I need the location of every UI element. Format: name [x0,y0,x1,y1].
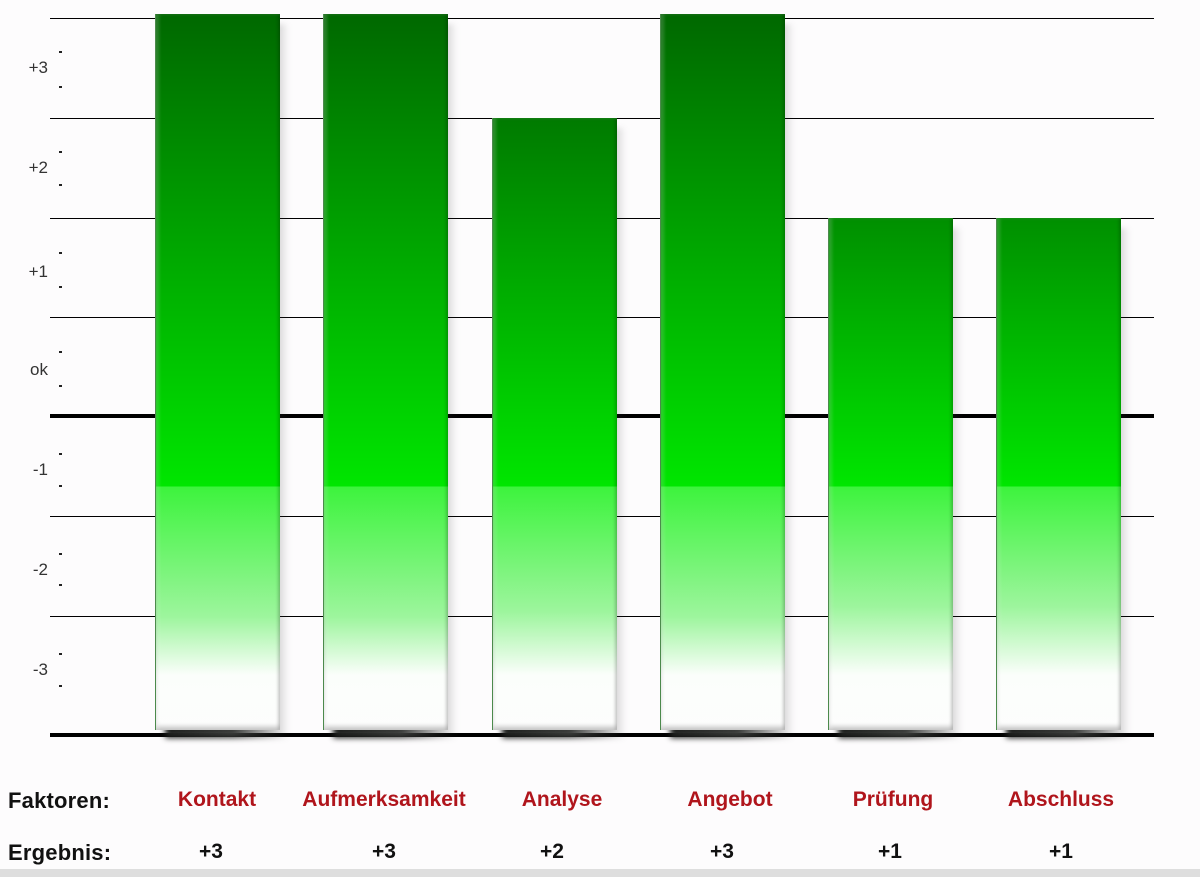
result-value: +2 [540,840,564,863]
minor-tick [59,286,62,288]
factors-label: Faktoren: [8,788,111,813]
result-value: +1 [878,840,902,863]
bar-angebot [660,14,794,738]
bar-fill [660,14,785,730]
y-tick-label: +1 [28,262,48,281]
bottom-strip [0,869,1200,877]
result-value: +3 [372,840,396,863]
y-tick-label: -1 [32,460,48,479]
y-tick-label: -2 [32,560,48,579]
results-row: Ergebnis: +3 +3 +2 +3 +1 +1 [0,840,1200,870]
factor-label: Analyse [521,788,603,811]
minor-tick [59,453,62,455]
bar-fill [492,118,617,730]
bar-prüfung [828,218,962,738]
y-tick-label: ok [30,360,48,379]
minor-tick [59,385,62,387]
bar-fill [828,218,953,730]
y-tick-label: +3 [28,58,48,77]
factor-label: Kontakt [177,788,257,811]
minor-tick [59,553,62,555]
results-label: Ergebnis: [8,840,112,865]
minor-tick [59,485,62,487]
bar-fill [155,14,280,730]
y-tick-label: +2 [28,158,48,177]
result-value: +1 [1049,840,1073,863]
minor-tick [59,584,62,586]
result-value: +3 [199,840,223,863]
minor-tick [59,184,62,186]
bar-aufmerksamkeit [323,14,457,738]
bar-kontakt [155,14,289,738]
bar-fill [996,218,1121,730]
factor-label: Prüfung [852,788,934,811]
result-value: +3 [710,840,734,863]
bar-abschluss [996,218,1130,738]
minor-tick [59,351,62,353]
minor-tick [59,685,62,687]
bar-fill [323,14,448,730]
minor-tick [59,51,62,53]
y-tick-label: -3 [32,660,48,679]
minor-tick [59,151,62,153]
bar-analyse [492,118,626,738]
factor-label: Abschluss [1007,788,1115,811]
factor-label: Aufmerksamkeit [302,788,466,811]
factors-row: Faktoren: Kontakt Aufmerksamkeit Analyse… [0,788,1200,818]
minor-tick [59,86,62,88]
factor-label: Angebot [687,788,773,811]
bar-chart: +3 +2 +1 ok -1 -2 -3 [28,14,1154,738]
minor-tick [59,653,62,655]
minor-tick [59,252,62,254]
gridline [50,18,1154,19]
